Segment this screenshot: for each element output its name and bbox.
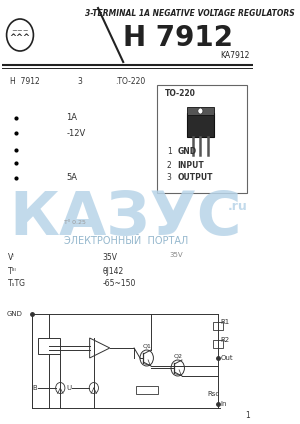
Text: 1A: 1A: [66, 114, 77, 123]
Bar: [157, 85, 248, 193]
Text: 35V: 35V: [169, 252, 183, 258]
Text: КАЗУС: КАЗУС: [10, 189, 242, 248]
Text: Tᴵᴵᴵ: Tᴵᴵᴵ: [8, 267, 17, 276]
Text: R1: R1: [220, 319, 230, 325]
Text: GND: GND: [178, 148, 197, 156]
Bar: [213, 322, 223, 330]
Text: ^^^: ^^^: [10, 33, 31, 42]
Bar: [187, 113, 214, 137]
Text: Rsc: Rsc: [207, 391, 219, 397]
Bar: [38, 338, 60, 354]
Text: θJ142: θJ142: [102, 267, 124, 276]
Text: Q1: Q1: [143, 343, 152, 348]
Text: B: B: [32, 385, 37, 391]
Circle shape: [198, 108, 203, 114]
Text: GND: GND: [7, 311, 22, 317]
Text: Q2: Q2: [174, 353, 183, 358]
Text: 3-TERMINAL 1A NEGATIVE VOLTAGE REGULATORS: 3-TERMINAL 1A NEGATIVE VOLTAGE REGULATOR…: [85, 9, 295, 19]
Text: 35V: 35V: [102, 254, 117, 262]
Text: INPUT: INPUT: [178, 161, 205, 170]
Text: OUTPUT: OUTPUT: [178, 173, 213, 182]
Text: .TO-220: .TO-220: [115, 78, 145, 86]
Text: In: In: [220, 401, 227, 407]
Text: H  7912: H 7912: [10, 78, 40, 86]
Text: ~~~: ~~~: [11, 28, 29, 34]
Text: 2: 2: [167, 161, 172, 170]
Text: 1: 1: [245, 411, 250, 420]
Text: H 7912: H 7912: [123, 24, 233, 52]
Text: 3: 3: [77, 78, 82, 86]
Text: 5A: 5A: [66, 173, 77, 182]
Text: ЭЛЕКТРОННЫЙ  ПОРТАЛ: ЭЛЕКТРОННЫЙ ПОРТАЛ: [64, 236, 188, 246]
Text: TO-220: TO-220: [165, 89, 196, 98]
Text: Out: Out: [220, 355, 233, 361]
Text: -12V: -12V: [66, 128, 85, 137]
Text: R2: R2: [220, 337, 230, 343]
Text: Tᴵᴵ 0.25: Tᴵᴵ 0.25: [64, 220, 86, 224]
Text: 1: 1: [167, 148, 172, 156]
Text: U: U: [66, 385, 71, 391]
Text: -65~150: -65~150: [102, 279, 136, 288]
Text: Vᴵ: Vᴵ: [8, 254, 15, 262]
Text: 3: 3: [167, 173, 172, 182]
Text: .ru: .ru: [228, 201, 248, 214]
Text: KA7912: KA7912: [220, 50, 250, 59]
Text: TₛTG: TₛTG: [8, 279, 26, 288]
Bar: [187, 107, 214, 115]
Bar: [136, 386, 158, 394]
Bar: [213, 340, 223, 348]
